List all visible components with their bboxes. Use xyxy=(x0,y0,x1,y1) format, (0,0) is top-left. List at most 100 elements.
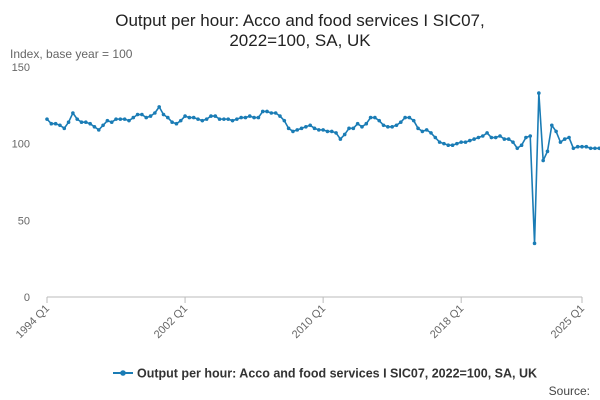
data-point[interactable] xyxy=(476,135,481,140)
data-point[interactable] xyxy=(148,114,153,118)
data-point[interactable] xyxy=(571,146,576,151)
data-point[interactable] xyxy=(588,146,593,151)
data-point[interactable] xyxy=(178,118,183,123)
legend[interactable]: Output per hour: Acco and food services … xyxy=(113,367,537,381)
data-point[interactable] xyxy=(226,117,231,121)
data-point[interactable] xyxy=(584,144,589,149)
data-point[interactable] xyxy=(373,115,377,120)
data-point[interactable] xyxy=(204,117,209,121)
data-point[interactable] xyxy=(308,123,312,128)
data-point[interactable] xyxy=(390,125,394,129)
data-point[interactable] xyxy=(105,118,110,123)
data-point[interactable] xyxy=(109,120,114,124)
data-point[interactable] xyxy=(222,117,226,121)
data-point[interactable] xyxy=(196,117,200,121)
data-point[interactable] xyxy=(342,132,347,137)
data-point[interactable] xyxy=(325,129,330,134)
data-point[interactable] xyxy=(265,109,269,114)
data-point[interactable] xyxy=(493,135,498,140)
data-point[interactable] xyxy=(88,121,92,126)
data-point[interactable] xyxy=(489,135,494,140)
data-point[interactable] xyxy=(239,115,243,120)
data-point[interactable] xyxy=(118,117,123,121)
data-point[interactable] xyxy=(247,114,252,118)
data-point[interactable] xyxy=(329,129,334,134)
data-point[interactable] xyxy=(260,109,265,114)
data-point[interactable] xyxy=(62,126,67,131)
data-point[interactable] xyxy=(364,121,369,126)
data-point[interactable] xyxy=(472,137,476,141)
data-point[interactable] xyxy=(545,149,550,154)
data-point[interactable] xyxy=(575,144,580,149)
data-point[interactable] xyxy=(235,117,239,121)
data-point[interactable] xyxy=(515,146,520,151)
data-point[interactable] xyxy=(355,121,360,126)
data-point[interactable] xyxy=(550,123,554,128)
data-point[interactable] xyxy=(398,120,403,124)
data-point[interactable] xyxy=(96,128,101,132)
data-point[interactable] xyxy=(144,115,149,120)
data-point[interactable] xyxy=(463,140,468,144)
data-point[interactable] xyxy=(351,126,356,131)
data-point[interactable] xyxy=(122,117,127,121)
data-point[interactable] xyxy=(403,115,407,120)
data-point[interactable] xyxy=(75,117,79,121)
data-point[interactable] xyxy=(485,131,489,135)
data-point[interactable] xyxy=(502,137,507,141)
data-point[interactable] xyxy=(532,241,537,246)
data-point[interactable] xyxy=(368,115,373,120)
data-point[interactable] xyxy=(567,135,571,140)
data-point[interactable] xyxy=(597,146,600,151)
data-point[interactable] xyxy=(524,135,528,140)
data-point[interactable] xyxy=(360,125,364,129)
data-point[interactable] xyxy=(84,120,88,124)
data-point[interactable] xyxy=(291,129,295,134)
data-point[interactable] xyxy=(558,140,563,144)
data-point[interactable] xyxy=(101,123,105,128)
data-point[interactable] xyxy=(562,137,567,141)
data-point[interactable] xyxy=(394,123,399,128)
data-point[interactable] xyxy=(433,135,438,140)
data-point[interactable] xyxy=(282,118,287,123)
data-point[interactable] xyxy=(79,120,84,124)
data-point[interactable] xyxy=(446,143,451,147)
data-point[interactable] xyxy=(321,128,325,132)
data-point[interactable] xyxy=(537,91,541,95)
data-point[interactable] xyxy=(92,125,97,129)
data-point[interactable] xyxy=(295,128,300,132)
data-point[interactable] xyxy=(174,121,179,126)
data-point[interactable] xyxy=(252,115,256,120)
data-point[interactable] xyxy=(519,143,524,147)
data-point[interactable] xyxy=(407,115,412,120)
data-point[interactable] xyxy=(304,125,308,129)
data-point[interactable] xyxy=(161,112,166,117)
data-point[interactable] xyxy=(209,114,213,118)
data-point[interactable] xyxy=(554,129,558,134)
data-point[interactable] xyxy=(58,123,62,128)
data-point[interactable] xyxy=(243,115,248,120)
data-point[interactable] xyxy=(217,117,222,121)
data-point[interactable] xyxy=(127,118,131,123)
data-point[interactable] xyxy=(334,131,338,135)
data-point[interactable] xyxy=(468,138,472,143)
data-point[interactable] xyxy=(528,134,533,138)
data-point[interactable] xyxy=(455,141,459,146)
data-point[interactable] xyxy=(498,134,502,138)
data-point[interactable] xyxy=(187,115,192,120)
data-point[interactable] xyxy=(213,114,218,118)
data-point[interactable] xyxy=(114,117,118,121)
data-point[interactable] xyxy=(200,118,205,123)
data-point[interactable] xyxy=(511,140,515,144)
data-point[interactable] xyxy=(140,112,144,117)
data-point[interactable] xyxy=(593,146,597,151)
data-point[interactable] xyxy=(256,115,261,120)
data-point[interactable] xyxy=(278,114,282,118)
data-point[interactable] xyxy=(541,158,545,163)
data-point[interactable] xyxy=(317,128,321,132)
data-point[interactable] xyxy=(429,131,433,135)
data-point[interactable] xyxy=(269,111,274,115)
data-point[interactable] xyxy=(157,105,161,109)
data-point[interactable] xyxy=(381,123,386,128)
data-point[interactable] xyxy=(153,111,157,115)
data-point[interactable] xyxy=(416,126,420,131)
